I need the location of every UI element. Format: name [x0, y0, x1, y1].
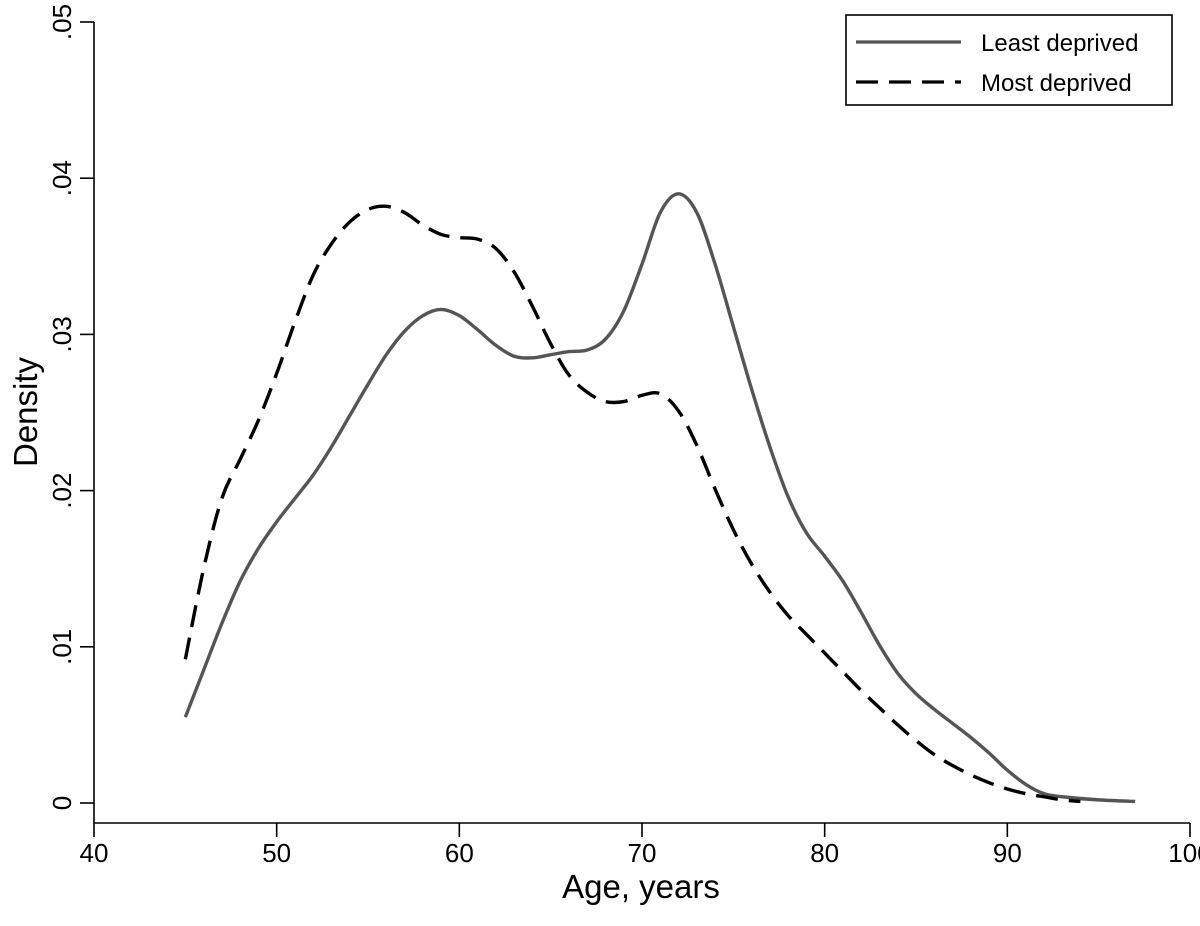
- y-tick-label: .03: [47, 316, 77, 352]
- legend-label-least-deprived: Least deprived: [981, 30, 1138, 57]
- axes-layer: 0 .01 .02 .03 .04 .05 40 50 60 70 80 90 100: [47, 4, 1200, 868]
- y-tick-label: .01: [47, 629, 77, 665]
- x-tick-label: 50: [262, 838, 291, 868]
- y-tick-label: .04: [47, 160, 77, 196]
- y-tick-label: .05: [47, 4, 77, 40]
- y-tick-label: 0: [47, 796, 77, 810]
- x-tick-label: 100: [1168, 838, 1200, 868]
- y-tick-label: .02: [47, 473, 77, 509]
- x-tick-label: 70: [628, 838, 657, 868]
- legend: Least deprived Most deprived: [845, 14, 1173, 106]
- x-tick-label: 60: [445, 838, 474, 868]
- series-layer: [183, 192, 1136, 804]
- series-line-most-deprived: [183, 204, 1081, 804]
- x-tick-label: 80: [810, 838, 839, 868]
- series-line-least-deprived: [183, 192, 1136, 804]
- y-axis-title: Density: [7, 356, 44, 467]
- x-tick-label: 40: [80, 838, 109, 868]
- legend-box: [845, 14, 1173, 106]
- x-tick-label: 90: [993, 838, 1022, 868]
- x-axis-title: Age, years: [562, 868, 720, 905]
- legend-label-most-deprived: Most deprived: [981, 70, 1132, 97]
